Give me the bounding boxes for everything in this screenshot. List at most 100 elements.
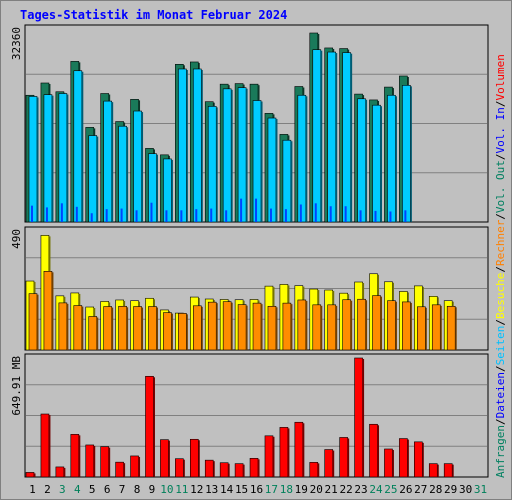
legend-item: /	[494, 100, 507, 107]
bar-dateien	[133, 110, 142, 223]
bar-seiten	[284, 209, 287, 222]
bar-volumen-shade	[452, 464, 454, 477]
bar-seiten	[225, 210, 228, 222]
bar-rechner	[28, 293, 38, 351]
bar-rechner	[163, 312, 172, 351]
x-tick-label: 24	[369, 483, 383, 496]
bar-volumen-shade	[347, 438, 350, 477]
bar-rechner	[431, 304, 441, 351]
bar-rechner	[58, 302, 68, 351]
bar-rechner-shade	[305, 300, 308, 350]
bar-rechner	[118, 305, 127, 351]
bar-dateien	[58, 93, 68, 223]
bar-dateien	[312, 49, 322, 223]
bar-rechner-shade	[395, 301, 397, 350]
bar-rechner-shade	[455, 307, 457, 350]
bar-seiten	[374, 210, 377, 222]
legend-right: Anfragen/Dateien/Seiten/Besuche/Rechner/…	[494, 54, 507, 478]
bar-volumen	[384, 448, 393, 478]
bar-seiten	[135, 210, 138, 222]
bar-rechner	[357, 298, 366, 351]
x-tick-label: 5	[89, 483, 96, 496]
x-tick-label: 19	[295, 483, 308, 496]
bar-rechner-shade	[335, 305, 338, 350]
bar-rechner	[312, 304, 322, 351]
x-tick-label: 7	[119, 483, 126, 496]
bar-dateien-shade	[305, 96, 308, 222]
bar-dateien-shade	[320, 50, 323, 223]
bar-dateien	[327, 51, 337, 223]
x-tick-label: 6	[104, 483, 111, 496]
bar-seiten	[90, 213, 93, 222]
bar-dateien	[222, 88, 232, 223]
bar-rechner-shade	[96, 317, 99, 350]
bar-volumen-shade	[228, 463, 230, 477]
bar-volumen-shade	[272, 436, 275, 477]
x-tick-label: 13	[205, 483, 218, 496]
bar-dateien-shade	[261, 101, 263, 222]
bar-volumen-shade	[243, 464, 245, 477]
x-tick-label: 3	[59, 483, 66, 496]
bar-volumen-shade	[407, 439, 409, 477]
x-tick-label: 15	[235, 483, 248, 496]
bar-volumen-shade	[168, 440, 170, 477]
bar-rechner-shade	[201, 306, 203, 350]
bar-dateien	[118, 125, 127, 223]
x-tick-label: 12	[190, 483, 203, 496]
bar-volumen	[264, 435, 274, 478]
bar-seiten	[120, 208, 123, 222]
bar-dateien-shade	[171, 159, 173, 222]
bar-dateien-shade	[380, 106, 383, 222]
bar-volumen	[294, 421, 304, 478]
x-tick-label: 29	[444, 483, 457, 496]
bar-dateien-shade	[66, 94, 69, 222]
bar-rechner	[446, 305, 456, 351]
legend-item: /	[494, 266, 507, 273]
bar-volumen-shade	[317, 463, 320, 477]
bar-rechner	[43, 271, 53, 351]
bar-dateien	[178, 68, 187, 223]
legend-item: Seiten	[494, 326, 507, 366]
bar-dateien	[387, 94, 396, 223]
bar-rechner-shade	[186, 314, 188, 350]
x-tick-label: 8	[134, 483, 141, 496]
bar-rechner-shade	[66, 303, 69, 350]
panel-max-label: 490	[10, 229, 23, 249]
bar-volumen-shade	[198, 440, 200, 477]
bar-seiten	[299, 204, 302, 222]
panel-max-label: 32360	[10, 27, 23, 60]
bar-rechner	[237, 304, 247, 351]
bar-dateien-shade	[231, 89, 233, 222]
bar-dateien-shade	[126, 127, 129, 222]
bar-rechner-shade	[126, 307, 129, 350]
bar-dateien	[402, 85, 411, 223]
bar-dateien	[372, 104, 381, 223]
bar-rechner-shade	[320, 305, 323, 350]
x-tick-label: 11	[175, 483, 188, 496]
bar-dateien	[73, 70, 83, 223]
bar-dateien	[28, 96, 38, 223]
panel-max-label: 649.91 MB	[10, 356, 23, 416]
bar-dateien-shade	[275, 119, 278, 222]
bar-rechner-shade	[261, 304, 263, 350]
bar-seiten	[150, 202, 153, 222]
bar-dateien-shade	[350, 53, 353, 223]
bar-rechner-shade	[365, 300, 368, 350]
bar-volumen	[204, 459, 214, 478]
bar-seiten	[210, 208, 213, 222]
bar-rechner	[417, 306, 426, 351]
x-tick-label: 30	[459, 483, 472, 496]
bar-rechner	[252, 302, 262, 351]
x-tick-label: 17	[265, 483, 278, 496]
bar-dateien	[207, 106, 217, 223]
bar-volumen	[25, 472, 35, 478]
bar-volumen-shade	[377, 425, 380, 477]
bar-seiten	[314, 203, 317, 222]
bar-volumen	[309, 462, 319, 478]
legend-item: /	[494, 319, 507, 326]
bar-volumen-shade	[48, 415, 51, 477]
bar-volumen-shade	[422, 442, 424, 477]
bar-rechner-shade	[246, 305, 248, 350]
bar-volumen-shade	[153, 377, 155, 477]
bar-dateien	[267, 117, 277, 223]
